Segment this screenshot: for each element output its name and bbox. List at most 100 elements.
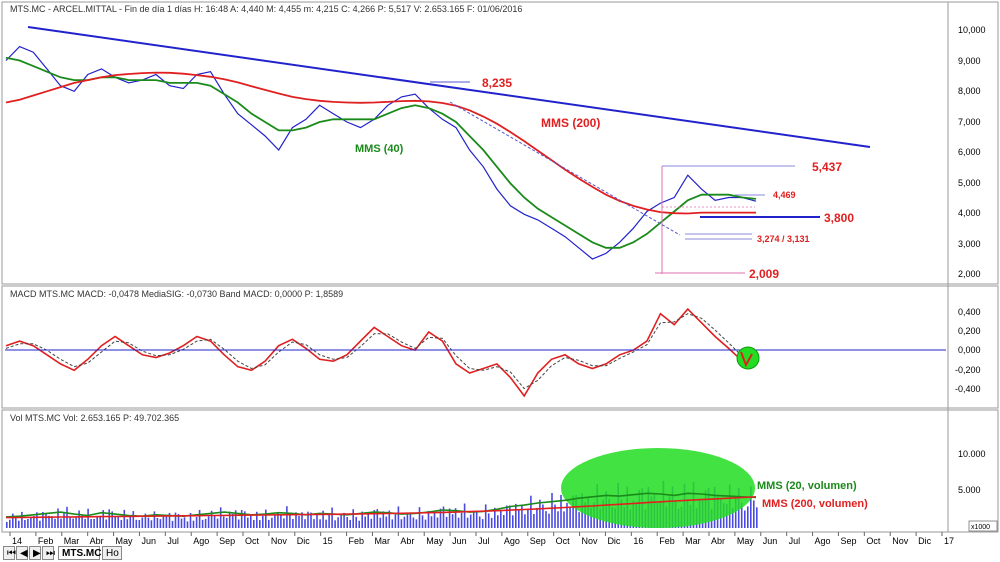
- volume-bar: [346, 517, 348, 528]
- volume-bar: [265, 509, 267, 528]
- volume-bar: [750, 486, 752, 528]
- volume-bar: [478, 516, 481, 528]
- first-button[interactable]: ⏮: [3, 546, 16, 560]
- volume-bar: [400, 519, 403, 528]
- secondary-tab[interactable]: Ho: [102, 546, 122, 560]
- volume-bar: [277, 512, 279, 528]
- volume-bar: [198, 509, 201, 528]
- x-tick-label: Feb: [349, 536, 365, 546]
- volume-bar: [123, 509, 126, 528]
- volume-bar: [18, 520, 20, 528]
- x-tick-label: 15: [323, 536, 333, 546]
- price-y-tick: 10,000: [958, 25, 986, 35]
- volume-bar: [484, 504, 487, 528]
- volume-bar: [469, 514, 472, 528]
- volume-bar: [280, 515, 282, 528]
- mms200-line: [5, 71, 756, 215]
- price-line: [5, 45, 757, 260]
- volume-bar: [406, 513, 409, 528]
- volume-bar: [237, 519, 240, 528]
- volume-bar: [147, 517, 150, 528]
- annotation-5437: 5,437: [812, 160, 842, 174]
- price-y-tick: 9,000: [958, 56, 981, 66]
- volume-bar: [292, 519, 294, 528]
- volume-bar: [358, 520, 360, 528]
- volume-bar: [283, 518, 285, 528]
- volume-bar: [542, 504, 544, 528]
- volume-bar: [578, 512, 580, 528]
- volume-bar: [337, 517, 339, 528]
- x-tick-label: Jun: [452, 536, 467, 546]
- volume-bar: [466, 517, 469, 528]
- volume-bar: [539, 499, 541, 528]
- annotation-high-2015: 8,235: [482, 76, 512, 90]
- x-tick-label: Feb: [659, 536, 675, 546]
- volume-bar: [186, 521, 189, 528]
- volume-bar: [575, 494, 577, 528]
- volume-bar: [72, 518, 74, 528]
- x-tick-label: Abr: [400, 536, 414, 546]
- annotation-vol-mms200: MMS (200, volumen): [762, 498, 868, 510]
- volume-bar: [171, 520, 174, 528]
- volume-bar: [506, 505, 508, 528]
- volume-bar: [433, 512, 436, 528]
- x-tick-label: Jun: [763, 536, 778, 546]
- price-panel: [1, 1, 999, 285]
- x-tick-label: Abr: [711, 536, 725, 546]
- volume-bar: [207, 516, 210, 528]
- x-tick-label: Mar: [374, 536, 390, 546]
- macd-panel-title: MACD MTS.MC MACD: -0,0478 MediaSIG: -0,0…: [10, 289, 343, 299]
- volume-bar: [331, 507, 333, 528]
- volume-bar: [313, 519, 315, 528]
- annotation-2009: 2,009: [749, 267, 779, 281]
- volume-bar: [352, 509, 354, 528]
- volume-bar: [192, 520, 195, 528]
- macd-y-tick: 0,000: [958, 345, 981, 355]
- macd-plot: [5, 307, 757, 398]
- x-tick-label: Ago: [815, 536, 831, 546]
- volume-y-tick: 5.000: [958, 485, 981, 495]
- volume-bar: [533, 514, 535, 528]
- volume-bar: [240, 510, 243, 528]
- volume-bar: [512, 515, 514, 528]
- prev-button[interactable]: ◀: [16, 546, 28, 560]
- volume-bar: [39, 520, 41, 528]
- volume-bar: [379, 517, 382, 528]
- x-tick-label: Jul: [789, 536, 801, 546]
- x-tick-label: Sep: [840, 536, 856, 546]
- play-button[interactable]: ▶: [29, 546, 41, 560]
- volume-bar: [394, 514, 397, 528]
- volume-bar: [141, 517, 144, 528]
- volume-panel: [1, 409, 999, 533]
- price-y-ticks: 10,000 9,000 8,000 7,000 6,000 5,000 4,0…: [958, 25, 986, 279]
- volume-bar: [177, 514, 180, 528]
- volume-bar: [403, 516, 406, 528]
- volume-bar: [472, 510, 475, 528]
- volume-bar: [120, 519, 123, 528]
- volume-bar: [355, 516, 357, 528]
- volume-bar: [27, 519, 29, 528]
- volume-unit: x1000: [971, 524, 990, 531]
- volume-bar: [448, 508, 451, 528]
- annotation-3274-3131: 3,274 / 3,131: [757, 234, 810, 244]
- price-y-tick: 4,000: [958, 208, 981, 218]
- macd-panel: [1, 285, 999, 409]
- volume-bar: [114, 515, 116, 528]
- volume-bar: [30, 517, 32, 528]
- price-panel-title: MTS.MC - ARCEL.MITTAL - Fin de día 1 día…: [10, 4, 522, 14]
- volume-bar: [319, 519, 321, 528]
- macd-y-tick: 0,200: [958, 326, 981, 336]
- macd-line: [5, 307, 757, 398]
- symbol-tab[interactable]: MTS.MC: [58, 546, 101, 560]
- x-tick-label: Nov: [892, 536, 909, 546]
- volume-bar: [225, 517, 228, 528]
- last-button[interactable]: ⏭: [42, 546, 55, 560]
- x-tick-label: Oct: [556, 536, 571, 546]
- volume-bar: [144, 513, 147, 528]
- volume-bar: [373, 510, 376, 528]
- volume-bar: [530, 495, 532, 528]
- volume-bar: [262, 515, 264, 528]
- volume-bar: [126, 519, 129, 528]
- price-y-tick: 5,000: [958, 178, 981, 188]
